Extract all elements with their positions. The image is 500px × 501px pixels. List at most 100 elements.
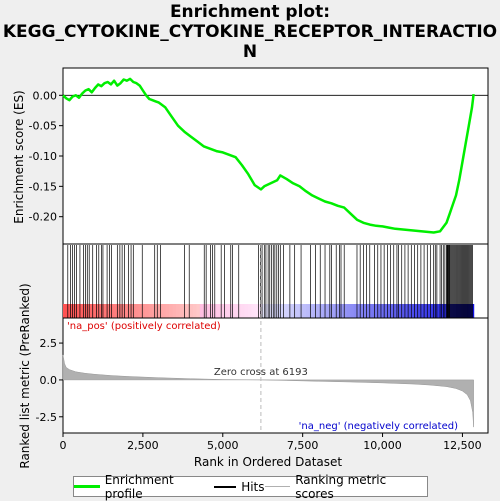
x-tick-label: 0 bbox=[60, 439, 67, 452]
neg-correlated-label: 'na_neg' (negatively correlated) bbox=[299, 421, 458, 432]
rank-colorbar-segment bbox=[175, 304, 180, 318]
rank-colorbar-segment bbox=[244, 304, 249, 318]
title-line-3: N bbox=[242, 42, 258, 62]
rank-colorbar-segment bbox=[97, 304, 102, 318]
rank-colorbar-segment bbox=[302, 304, 307, 318]
rank-colorbar-segment bbox=[463, 304, 468, 318]
rank-colorbar-segment bbox=[172, 304, 177, 318]
legend-item-hits: Hits bbox=[214, 479, 265, 494]
rank-colorbar-segment bbox=[275, 304, 280, 318]
rank-colorbar-segment bbox=[210, 304, 215, 318]
legend-swatch-enrichment bbox=[74, 485, 100, 488]
rank-colorbar-segment bbox=[285, 304, 290, 318]
chart-title: Enrichment plot: KEGG_CYTOKINE_CYTOKINE_… bbox=[0, 2, 500, 62]
zero-cross-label: Zero cross at 6193 bbox=[214, 367, 308, 378]
rank-colorbar-segment bbox=[309, 304, 314, 318]
rank-colorbar-segment bbox=[432, 304, 437, 318]
rank-colorbar-segment bbox=[199, 304, 204, 318]
rank-colorbar-segment bbox=[93, 304, 98, 318]
legend-swatch-ranking bbox=[264, 486, 291, 487]
metric-tick-label: -2.5 bbox=[36, 411, 57, 424]
x-tick-label: 5,000 bbox=[207, 439, 239, 452]
rank-colorbar-segment bbox=[268, 304, 273, 318]
rank-colorbar-segment bbox=[237, 304, 242, 318]
rank-colorbar-segment bbox=[206, 304, 211, 318]
rank-colorbar-segment bbox=[370, 304, 375, 318]
rank-colorbar-segment bbox=[240, 304, 245, 318]
metric-axis-label: Ranked list metric (PreRanked) bbox=[18, 283, 32, 468]
metric-tick-label: 2.5 bbox=[40, 337, 58, 350]
rank-colorbar-segment bbox=[288, 304, 293, 318]
rank-colorbar-segment bbox=[319, 304, 324, 318]
x-tick-label: 12,500 bbox=[443, 439, 482, 452]
ranked-metric-panel: 2.5 0.0 -2.5 Zero cross at 6193 'na_pos' (po… bbox=[36, 244, 489, 434]
rank-colorbar-segment bbox=[343, 304, 348, 318]
enrichment-panel: 0.00 -0.05 -0.10 -0.15 -0.20 bbox=[29, 67, 489, 245]
rank-colorbar-segment bbox=[63, 304, 68, 318]
es-axis-label: Enrichment score (ES) bbox=[12, 90, 26, 223]
rank-colorbar-segment bbox=[295, 304, 300, 318]
rank-colorbar-segment bbox=[189, 304, 194, 318]
metric-area bbox=[62, 354, 474, 428]
rank-colorbar-segment bbox=[377, 304, 382, 318]
rank-colorbar-segment bbox=[234, 304, 239, 318]
rank-colorbar-segment bbox=[220, 304, 225, 318]
rank-colorbar-segment bbox=[179, 304, 184, 318]
x-tick-label: 10,000 bbox=[363, 439, 402, 452]
rank-colorbar-segment bbox=[353, 304, 358, 318]
legend-label-hits: Hits bbox=[241, 479, 265, 494]
rank-colorbar-segment bbox=[384, 304, 389, 318]
rank-colorbar-segment bbox=[213, 304, 218, 318]
rank-colorbar-segment bbox=[470, 304, 475, 318]
rank-colorbar-segment bbox=[66, 304, 71, 318]
rank-colorbar-segment bbox=[264, 304, 269, 318]
es-series-line bbox=[62, 77, 475, 234]
legend-swatch-hits bbox=[214, 485, 237, 488]
rank-colorbar-segment bbox=[350, 304, 355, 318]
rank-colorbar-segment bbox=[73, 304, 78, 318]
pos-correlated-label: 'na_pos' (positively correlated) bbox=[67, 321, 221, 332]
rank-colorbar-segment bbox=[186, 304, 191, 318]
rank-colorbar-segment bbox=[76, 304, 81, 318]
rank-colorbar-segment bbox=[158, 304, 163, 318]
es-tick-label: 0.00 bbox=[33, 89, 58, 102]
rank-colorbar-segment bbox=[401, 304, 406, 318]
rank-colorbar-segment bbox=[223, 304, 228, 318]
rank-colorbar-segment bbox=[333, 304, 338, 318]
legend: Enrichment profile Hits Ranking metric s… bbox=[73, 473, 428, 501]
rank-colorbar-segment bbox=[258, 304, 263, 318]
es-tick-label: -0.15 bbox=[29, 180, 57, 193]
rank-colorbar-segment bbox=[196, 304, 201, 318]
rank-colorbar-segment bbox=[141, 304, 146, 318]
rank-colorbar-segment bbox=[134, 304, 139, 318]
legend-label-ranking: Ranking metric scores bbox=[295, 472, 387, 501]
rank-colorbar-segment bbox=[193, 304, 198, 318]
legend-label-enrichment: Enrichment profile bbox=[104, 472, 174, 501]
hits-panel bbox=[62, 243, 489, 319]
rank-colorbar-segment bbox=[329, 304, 334, 318]
x-tick-label: 7,500 bbox=[287, 439, 319, 452]
rank-colorbar-segment bbox=[381, 304, 386, 318]
rank-colorbar-segment bbox=[435, 304, 441, 318]
rank-colorbar-segment bbox=[169, 304, 174, 318]
rank-colorbar-segment bbox=[254, 304, 259, 318]
es-tick-label: -0.10 bbox=[29, 150, 57, 163]
rank-colorbar-segment bbox=[316, 304, 321, 318]
title-line-1: Enrichment plot: bbox=[169, 2, 331, 22]
legend-item-ranking: Ranking metric scores bbox=[264, 472, 427, 501]
rank-colorbar-segment bbox=[388, 304, 393, 318]
rank-colorbar-segment bbox=[340, 304, 345, 318]
rank-colorbar-segment bbox=[271, 304, 276, 318]
rank-colorbar-segment bbox=[247, 304, 252, 318]
rank-colorbar-segment bbox=[251, 304, 256, 318]
rank-colorbar-segment bbox=[151, 304, 156, 318]
rank-colorbar-segment bbox=[216, 304, 222, 318]
rank-colorbar-segment bbox=[305, 304, 310, 318]
rank-colorbar-segment bbox=[145, 304, 150, 318]
rank-colorbar-segment bbox=[408, 304, 413, 318]
es-tick-label: -0.20 bbox=[29, 211, 57, 224]
rank-colorbar-segment bbox=[80, 304, 85, 318]
x-axis-label: Rank in Ordered Dataset bbox=[194, 455, 342, 469]
rank-colorbar-segment bbox=[69, 304, 74, 318]
